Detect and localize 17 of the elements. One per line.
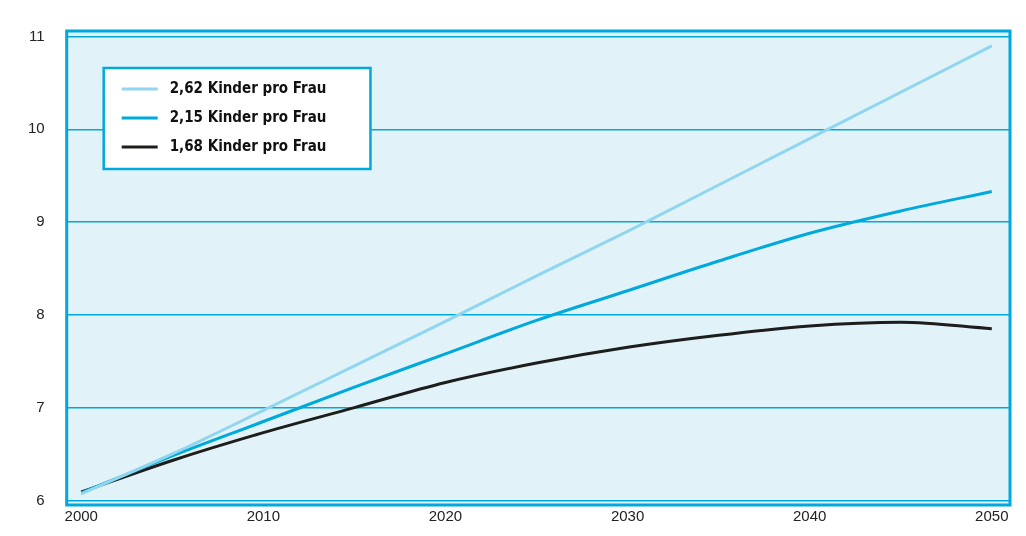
y-tick-label: 10: [28, 119, 45, 137]
y-tick-label: 6: [36, 490, 45, 508]
y-tick-label: 11: [29, 26, 45, 44]
y-tick-label: 8: [36, 304, 45, 322]
legend-label: 2,62 Kinder pro Frau: [169, 78, 327, 97]
legend-label: 1,68 Kinder pro Frau: [169, 136, 327, 155]
y-tick-label: 9: [36, 212, 45, 230]
x-tick-label: 2050: [975, 507, 1009, 525]
legend-label: 2,15 Kinder pro Frau: [169, 107, 327, 126]
x-tick-label: 2000: [64, 507, 98, 525]
line-series: [79, 320, 994, 494]
x-tick-label: 2010: [246, 507, 281, 525]
x-tick-label: 2040: [792, 507, 827, 525]
y-tick-label: 7: [36, 397, 45, 415]
x-tick-label: 2030: [610, 507, 645, 525]
x-tick-label: 2020: [428, 507, 463, 525]
line-series: [79, 44, 994, 496]
